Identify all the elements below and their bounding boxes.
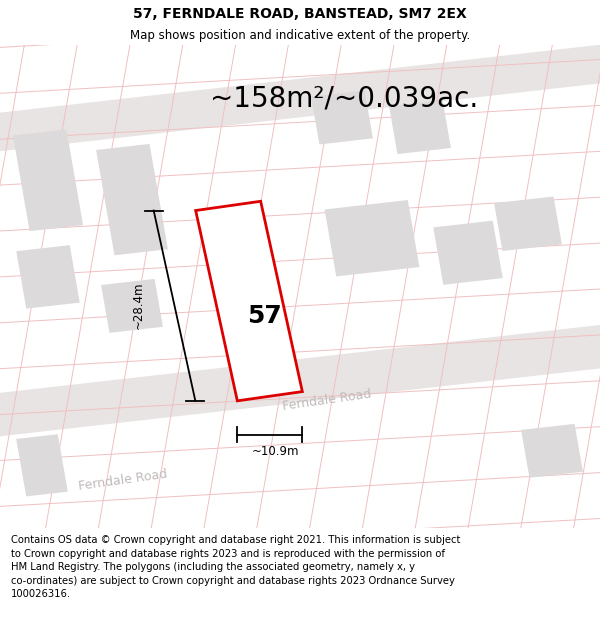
- Text: Contains OS data © Crown copyright and database right 2021. This information is : Contains OS data © Crown copyright and d…: [11, 535, 460, 599]
- Polygon shape: [433, 221, 503, 285]
- Polygon shape: [521, 424, 583, 478]
- Polygon shape: [16, 434, 68, 496]
- Text: ~10.9m: ~10.9m: [252, 445, 299, 458]
- Polygon shape: [13, 129, 83, 231]
- Text: Ferndale Road: Ferndale Road: [78, 467, 169, 492]
- Text: 57, FERNDALE ROAD, BANSTEAD, SM7 2EX: 57, FERNDALE ROAD, BANSTEAD, SM7 2EX: [133, 6, 467, 21]
- Polygon shape: [0, 45, 600, 151]
- Polygon shape: [311, 91, 373, 144]
- Polygon shape: [325, 200, 419, 276]
- Text: 57: 57: [247, 304, 281, 328]
- Polygon shape: [16, 245, 80, 309]
- Polygon shape: [0, 325, 600, 436]
- Polygon shape: [389, 100, 451, 154]
- Text: ~158m²/~0.039ac.: ~158m²/~0.039ac.: [210, 84, 478, 112]
- Text: Ferndale Road: Ferndale Road: [282, 388, 373, 412]
- Polygon shape: [494, 196, 562, 251]
- Polygon shape: [196, 201, 302, 401]
- Polygon shape: [101, 279, 163, 333]
- Polygon shape: [96, 144, 168, 255]
- Text: Map shows position and indicative extent of the property.: Map shows position and indicative extent…: [130, 29, 470, 42]
- Text: ~28.4m: ~28.4m: [132, 282, 145, 329]
